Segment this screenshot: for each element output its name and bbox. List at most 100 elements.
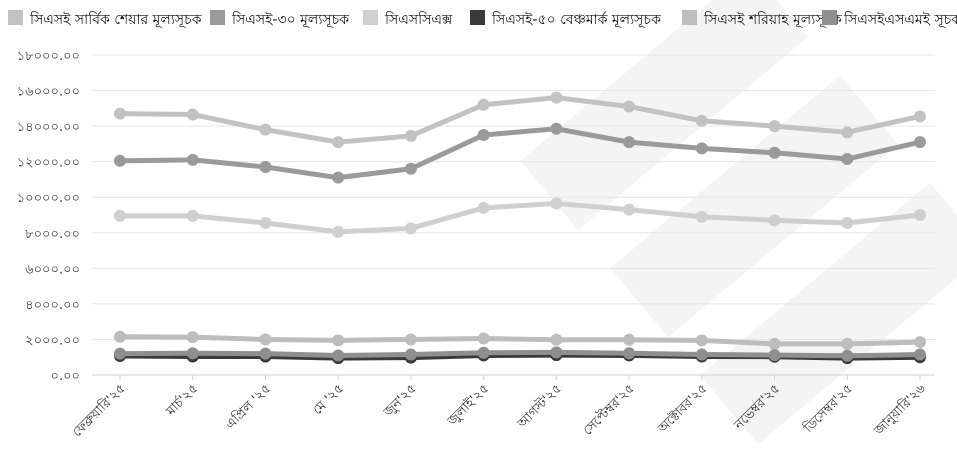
data-point (768, 120, 781, 133)
legend-swatch (822, 10, 837, 25)
y-tick-label: ২০০০.০০ (25, 333, 80, 348)
data-point (332, 225, 345, 238)
y-tick-label: ১৬০০০.০০ (17, 85, 80, 100)
data-point (186, 153, 199, 166)
data-point (841, 337, 854, 350)
data-point (695, 348, 708, 361)
y-tick-label: ৮০০০.০০ (25, 227, 80, 242)
series-6 (114, 346, 926, 362)
data-point (404, 129, 417, 142)
data-point (114, 154, 126, 167)
y-tick-label: ১২০০০.০০ (17, 156, 80, 171)
series-line (117, 334, 923, 347)
data-point (332, 171, 345, 184)
legend-label: সিএসসিএক্স (384, 11, 453, 28)
legend-label: সিএসই শরিয়াহ মূল্যসূচক (703, 11, 842, 28)
legend-swatch (470, 10, 485, 25)
data-point (259, 161, 272, 173)
data-point (695, 334, 708, 347)
data-point (186, 209, 199, 222)
data-point (768, 349, 781, 362)
legend: সিএসই সার্বিক শেয়ার মূল্যসূচক সিএসই-৩০ ম… (8, 10, 957, 28)
data-point (695, 210, 708, 223)
data-point (768, 214, 781, 227)
data-point (477, 332, 490, 345)
data-point (114, 107, 126, 120)
data-point (259, 347, 272, 360)
x-tick-label: আগস্ট'২৫ (514, 381, 566, 433)
data-point (114, 209, 126, 222)
y-tick-label: ১০০০০.০০ (17, 191, 80, 206)
data-point (914, 136, 926, 149)
data-point (332, 334, 345, 347)
series-line (117, 349, 923, 359)
data-point (623, 136, 636, 149)
data-point (477, 346, 490, 359)
legend-swatch (682, 10, 697, 25)
data-point (186, 108, 199, 121)
legend-label: সিএসইএসএমই সূচক (843, 11, 957, 28)
data-point (259, 123, 272, 136)
data-point (841, 126, 854, 139)
y-tick-label: ১৮০০০.০০ (17, 49, 80, 64)
data-point (550, 346, 563, 359)
data-point (768, 146, 781, 159)
data-point (477, 129, 490, 141)
x-tick-label: সেপ্টেম্বর'২৫ (580, 381, 638, 439)
y-tick-label: ০.০০ (51, 369, 81, 384)
y-tick-label: ১৪০০০.০০ (17, 120, 80, 135)
legend-label: সিএসই-৩০ মূল্যসূচক (231, 11, 349, 28)
data-point (404, 222, 417, 235)
data-point (550, 333, 563, 346)
data-point (623, 333, 636, 346)
x-tick-label: মার্চ'২৫ (162, 381, 201, 420)
watermark-cse (520, 0, 957, 445)
data-point (841, 349, 854, 362)
legend-label: সিএসই-৫০ বেঞ্চমার্ক মূল্যসূচক (491, 11, 661, 28)
data-point (404, 162, 417, 175)
series-line (117, 95, 923, 145)
x-tick-label: জুন'২৫ (380, 381, 419, 420)
x-tick-label: এপ্রিল '২৫ (222, 381, 274, 433)
data-point (259, 217, 272, 229)
data-point (914, 348, 926, 361)
data-point (768, 337, 781, 350)
series-3 (114, 197, 926, 238)
y-tick-label: ৬০০০.০০ (25, 262, 80, 277)
data-point (404, 333, 417, 346)
data-point (550, 91, 563, 104)
data-point (841, 217, 854, 229)
legend-swatch (363, 10, 378, 25)
legend-swatch (8, 10, 23, 25)
y-tick-label: ৪০০০.০০ (25, 298, 80, 313)
data-point (477, 201, 490, 214)
data-point (841, 153, 854, 165)
series-group (114, 91, 926, 365)
series-1 (114, 91, 926, 149)
series-2 (114, 122, 926, 184)
series-line (117, 200, 923, 235)
data-point (695, 142, 708, 155)
data-point (623, 203, 636, 216)
data-point (914, 209, 926, 221)
y-axis: ০.০০ ২০০০.০০ ৪০০০.০০ ৬০০০.০০ ৮০০০.০০ ১০০০০.০০… (17, 49, 80, 384)
x-tick-label: জানুয়ারি'২৬ (870, 380, 929, 439)
data-point (259, 333, 272, 346)
data-point (114, 347, 126, 360)
legend-label: সিএসই সার্বিক শেয়ার মূল্যসূচক (29, 11, 202, 28)
data-point (186, 331, 199, 344)
data-point (114, 330, 126, 343)
data-point (914, 110, 926, 123)
data-point (550, 197, 563, 210)
data-point (477, 98, 490, 111)
data-point (332, 136, 345, 149)
x-tick-label: মে '২৫ (310, 381, 347, 418)
legend-swatch (210, 10, 225, 25)
data-point (623, 347, 636, 360)
data-point (404, 348, 417, 361)
series-line (117, 126, 923, 181)
data-point (623, 100, 636, 113)
series-5 (114, 330, 926, 350)
x-tick-label: জুলাই'২৫ (443, 381, 492, 430)
